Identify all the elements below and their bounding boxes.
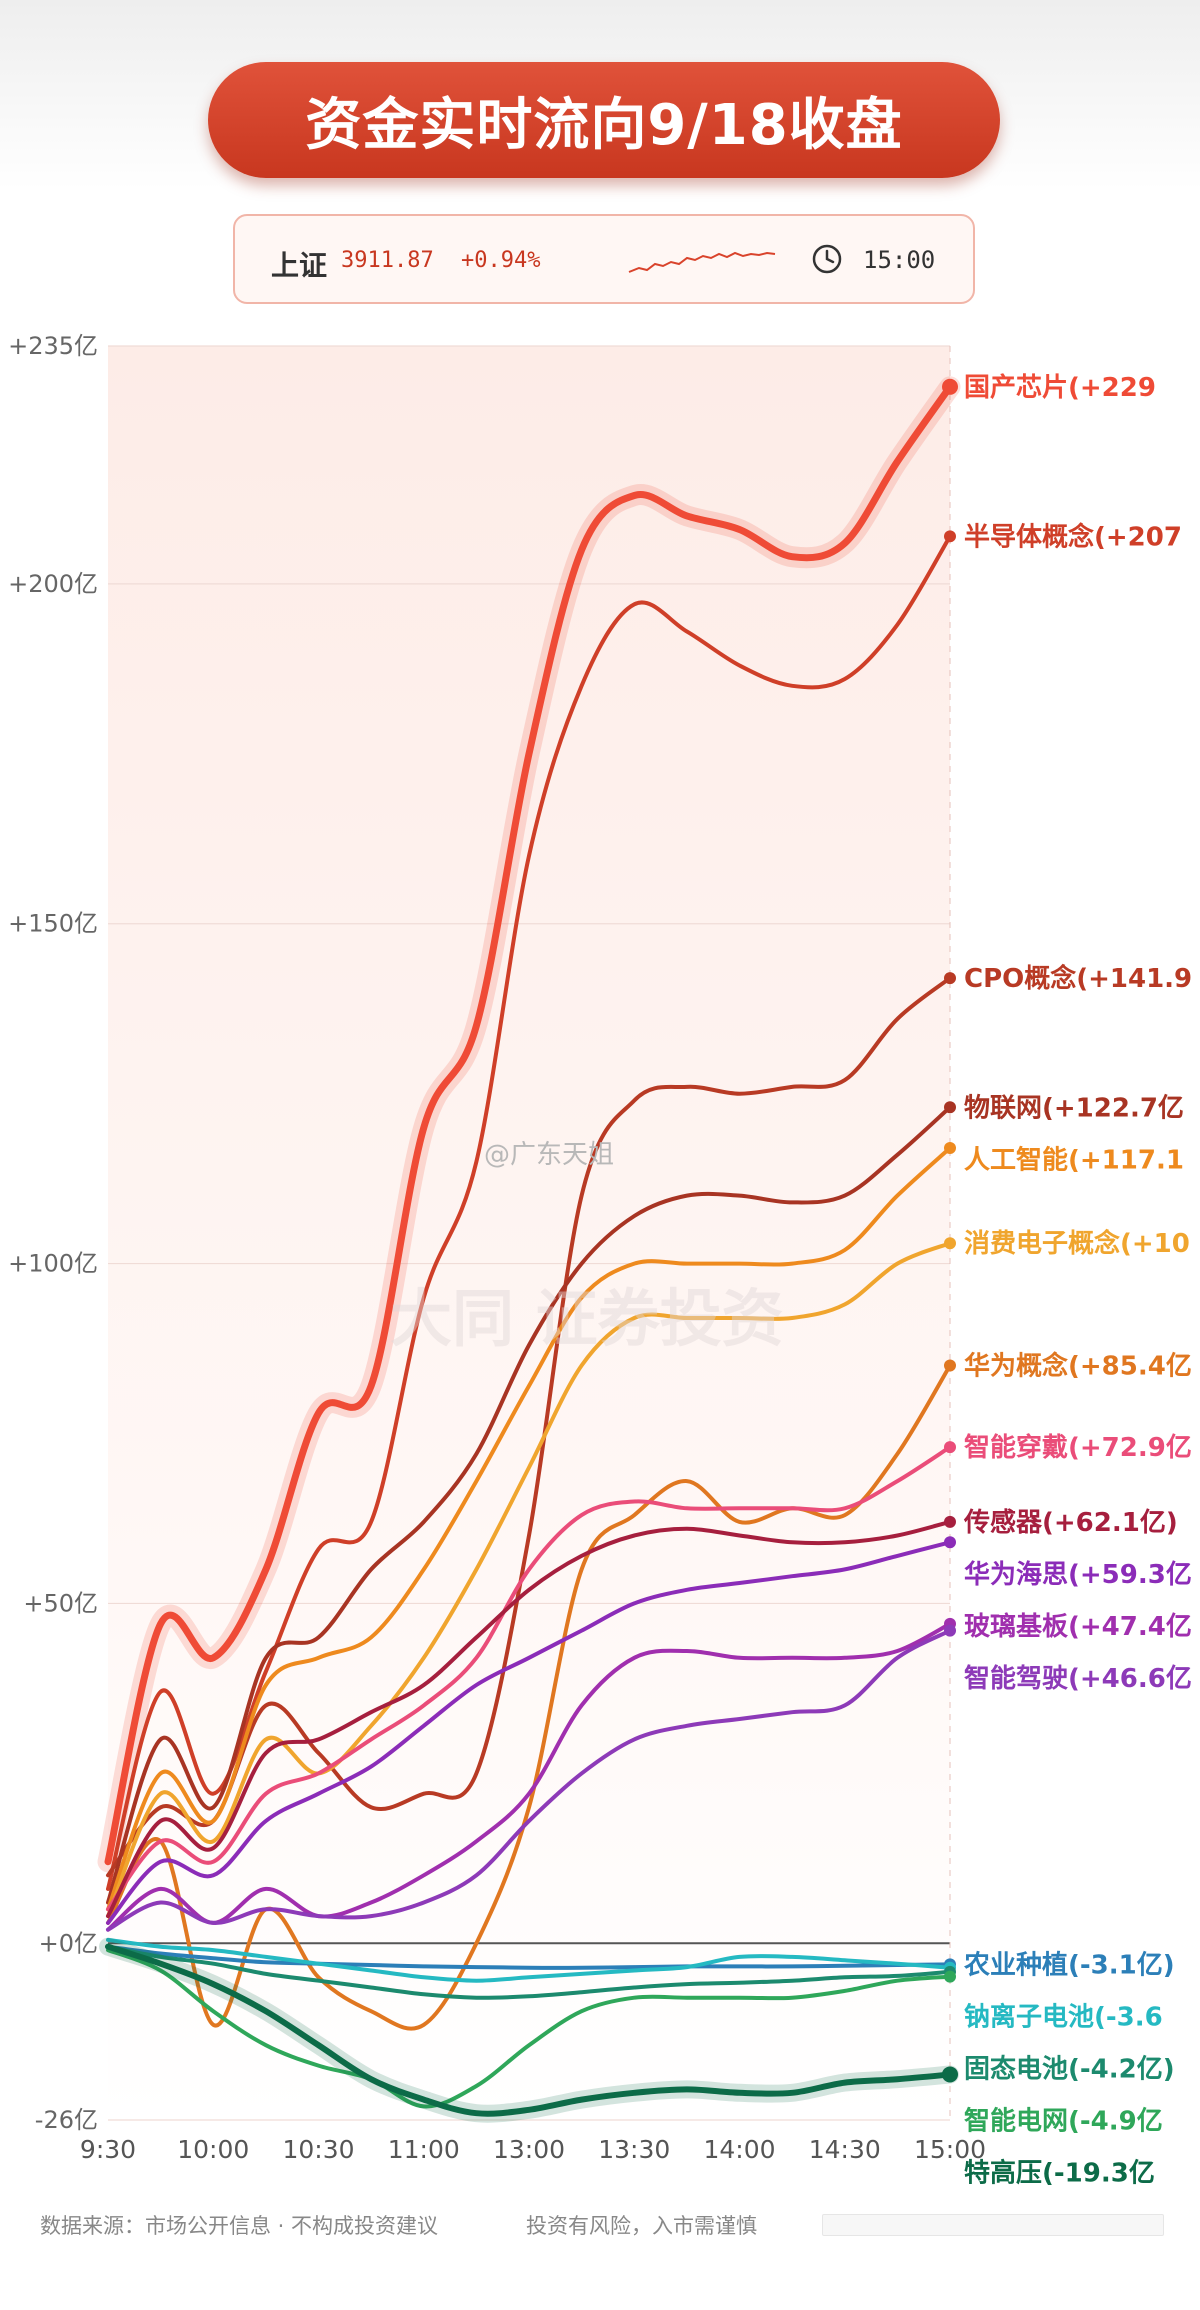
footer-placeholder-box [822,2214,1164,2236]
title-banner: 资金实时流向9/18收盘 [208,62,1000,178]
series-end-label: 国产芯片(+229 [964,373,1156,403]
fund-flow-line-chart: +235亿 +200亿 +150亿 +100亿 +50亿 +0亿 -26亿 9:30 10:0… [8,332,1192,2189]
series-end-label: 智能穿戴(+72.9亿 [964,1432,1192,1463]
series-end-labels: 国产芯片(+229 半导体概念(+207 CPO概念(+141.9 物联网(+122.… [963,373,1192,2189]
series-end-label: 智能电网(-4.9亿 [964,2105,1163,2136]
series-line-固态电池 [106,1944,952,2000]
x-tick-label: 10:30 [282,2135,354,2164]
y-tick-label: +50亿 [23,1589,98,1617]
series-line-智能电网 [106,1948,952,2109]
series-line-玻璃基板 [106,1621,952,1932]
series-line-CPO概念 [106,976,952,1878]
y-tick-label: +0亿 [39,1929,98,1957]
series-line-钠离子电池 [106,1937,952,1983]
series-end-label: 玻璃基板(+47.4亿 [964,1611,1192,1642]
index-card: 上证 3911.87 +0.94% 15:00 [233,214,975,304]
x-axis-ticks: 9:30 10:00 10:30 11:00 13:00 13:30 14:00 14:30 1… [80,2135,986,2164]
series-end-point [944,1359,956,1372]
x-tick-label: 15:00 [914,2135,986,2164]
x-tick-label: 13:00 [493,2135,565,2164]
footer-risk: 投资有风险，入市需谨慎 [526,2214,757,2238]
series-end-point [944,1237,956,1250]
series-line-农业种植 [106,1944,952,1970]
watermark-account: @广东天姐 [484,1140,615,1170]
plot-area [108,346,950,2120]
series-line-传感器 [106,1519,952,1919]
x-tick-label: 14:30 [809,2135,881,2164]
y-axis-ticks: +235亿 +200亿 +150亿 +100亿 +50亿 +0亿 -26亿 [8,332,98,2134]
index-name: 上证 [271,249,328,282]
y-tick-label: -26亿 [35,2106,98,2134]
series-end-point [944,1441,956,1454]
y-tick-label: +235亿 [8,332,98,360]
series-line-国产芯片 [104,383,954,1866]
series-lines [97,376,961,2123]
series-end-label: 华为概念(+85.4亿 [964,1351,1192,1382]
watermark-faint: 大同 证券投资 [390,1282,784,1355]
page-title: 资金实时流向9/18收盘 [305,92,903,158]
index-value: 3911.87 [341,248,434,273]
series-end-point [944,1624,956,1637]
series-end-point [944,972,956,985]
series-line-人工智能 [106,1146,952,1912]
y-tick-label: +150亿 [8,910,98,938]
footer-source: 数据来源：市场公开信息 · 不构成投资建议 [40,2214,439,2238]
y-tick-label: +200亿 [8,570,98,598]
series-end-label: 特高压(-19.3亿 [964,2157,1155,2188]
clock-icon [812,244,842,274]
series-end-label: 钠离子电池(-3.6 [964,2001,1163,2032]
series-end-point [944,530,956,543]
series-end-label: 农业种植(-3.1亿) [963,1950,1175,1980]
series-end-label: CPO概念(+141.9 [964,963,1192,994]
x-tick-label: 10:00 [177,2135,249,2164]
series-end-label: 固态电池(-4.2亿) [964,2053,1175,2084]
x-tick-label: 13:30 [598,2135,670,2164]
series-end-label: 人工智能(+117.1 [964,1144,1184,1175]
series-end-label: 传感器(+62.1亿) [963,1508,1178,1538]
x-tick-label: 14:00 [703,2135,775,2164]
index-change: +0.94% [461,248,541,273]
series-line-消费电子概念 [106,1241,952,1919]
series-end-point [944,1515,956,1528]
series-end-point [942,2066,958,2083]
series-end-label: 半导体概念(+207 [964,521,1182,552]
series-end-point [944,1101,956,1114]
series-line-智能驾驶 [106,1628,952,1932]
series-end-label: 智能驾驶(+46.6亿 [964,1663,1192,1694]
series-line-物联网 [106,1105,952,1905]
y-tick-label: +100亿 [8,1250,98,1278]
series-line-特高压 [105,1943,953,2117]
x-tick-label: 9:30 [80,2135,136,2164]
series-line-智能穿戴 [106,1445,952,1912]
grid-lines [108,345,951,2121]
sparkline-icon [628,251,776,273]
series-end-point [942,378,958,395]
series-end-point [944,1970,956,1983]
series-end-point [944,1536,956,1549]
series-end-point [944,1142,956,1155]
x-tick-label: 11:00 [388,2135,460,2164]
series-end-label: 物联网(+122.7亿 [964,1093,1184,1123]
series-end-label: 华为海思(+59.3亿 [964,1559,1192,1590]
index-time: 15:00 [863,246,936,274]
series-end-label: 消费电子概念(+10 [964,1228,1190,1259]
series-line-华为海思 [106,1540,952,1925]
